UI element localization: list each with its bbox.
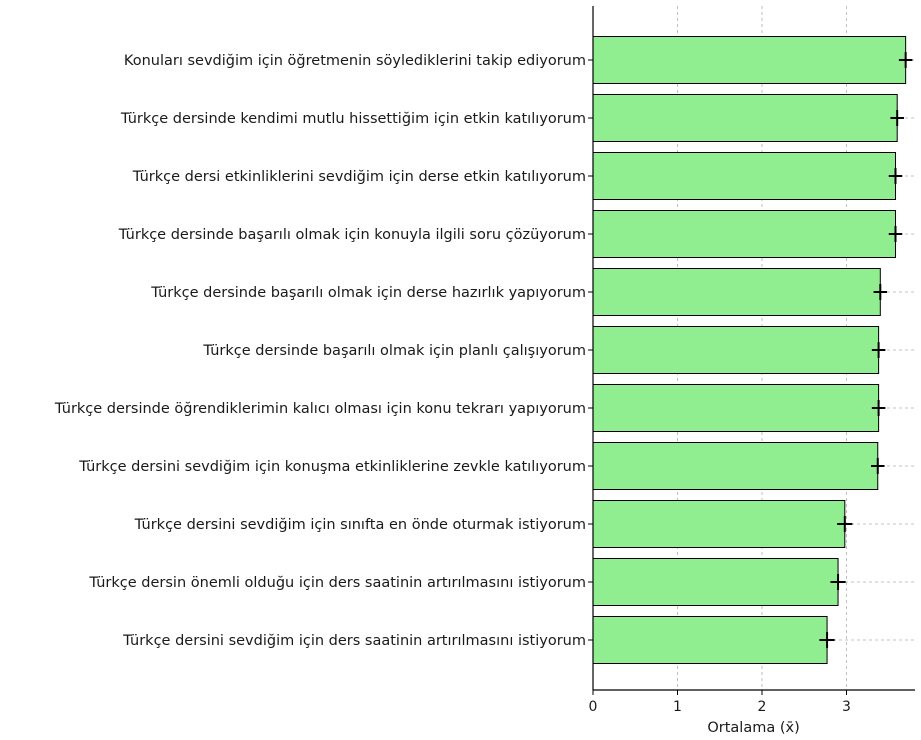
category-label: Türkçe dersini sevdiğim için ders saatin… — [122, 633, 586, 649]
category-labels: Konuları sevdiğim için öğretmenin söyled… — [54, 53, 586, 649]
x-tick-label: 0 — [589, 699, 598, 715]
bar — [592, 384, 880, 432]
category-label: Türkçe dersinde öğrendiklerimin kalıcı o… — [54, 401, 586, 417]
bar — [592, 210, 897, 258]
bar — [592, 94, 898, 142]
bar — [592, 442, 879, 490]
bar — [592, 500, 846, 548]
x-tick-label: 3 — [842, 699, 851, 715]
x-tick-label: 2 — [758, 699, 767, 715]
category-label: Türkçe dersinde başarılı olmak için konu… — [118, 227, 586, 243]
bar — [592, 268, 881, 316]
x-tick-label: 1 — [673, 699, 682, 715]
category-label: Türkçe dersinde kendimi mutlu hissettiği… — [120, 111, 586, 127]
bar — [592, 616, 828, 664]
bar — [592, 326, 880, 374]
category-label: Konuları sevdiğim için öğretmenin söyled… — [124, 53, 586, 69]
category-label: Türkçe dersinde başarılı olmak için ders… — [150, 285, 586, 301]
bar — [592, 152, 897, 200]
category-label: Türkçe dersin önemli olduğu için ders sa… — [88, 575, 586, 591]
category-label: Türkçe dersinde başarılı olmak için plan… — [202, 343, 586, 359]
x-axis-title: Ortalama (x̄) — [707, 720, 799, 736]
bars — [592, 36, 913, 664]
axes: 0 1 2 3 — [588, 6, 915, 715]
bar — [592, 558, 839, 606]
bar — [592, 36, 907, 84]
category-label: Türkçe dersi etkinliklerini sevdiğim içi… — [132, 169, 586, 185]
category-label: Türkçe dersini sevdiğim için konuşma etk… — [78, 459, 586, 475]
category-label: Türkçe dersini sevdiğim için sınıfta en … — [134, 517, 586, 533]
